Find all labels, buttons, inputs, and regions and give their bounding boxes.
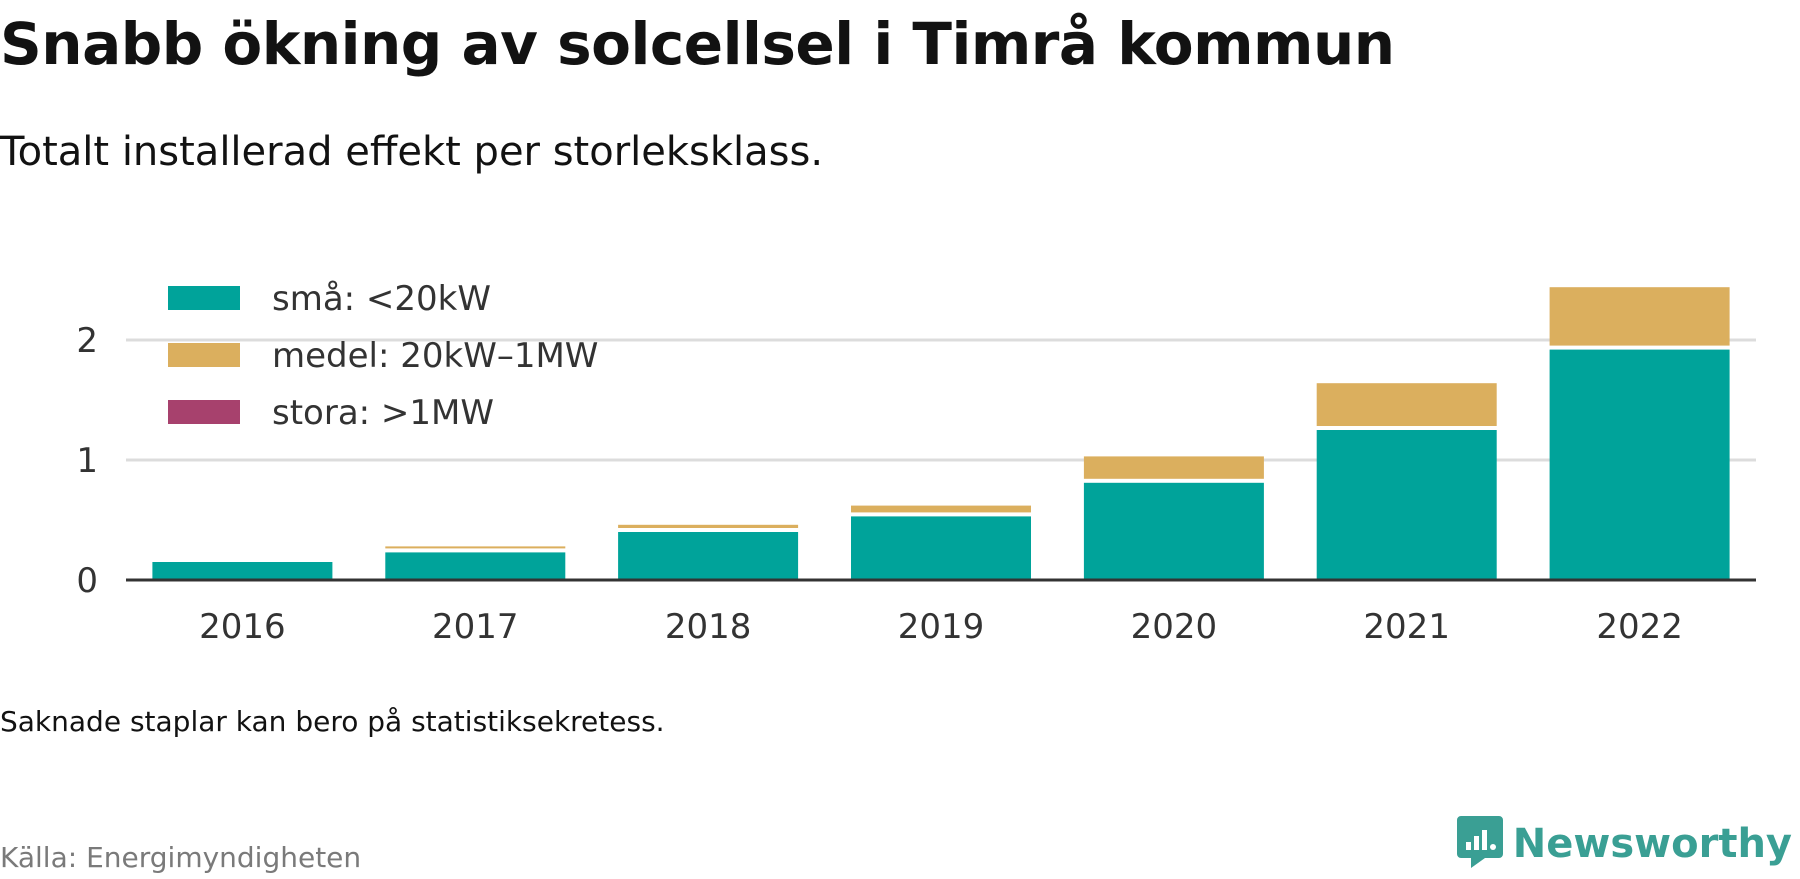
x-tick-label: 2020 — [1131, 607, 1218, 647]
legend-label: medel: 20kW–1MW — [272, 336, 598, 376]
brand-logo: Newsworthy — [1455, 816, 1792, 872]
legend-label: små: <20kW — [272, 279, 491, 319]
bar-2017-series-1 — [385, 546, 566, 549]
bar-2017-series-0 — [385, 552, 566, 580]
x-tick-label: 2019 — [898, 607, 985, 647]
legend-label: stora: >1MW — [272, 393, 494, 433]
bar-2020-series-0 — [1083, 482, 1264, 580]
x-tick-labels: 2016 2017 2018 2019 2020 2021 2022 — [199, 607, 1683, 647]
stacked-bar-chart: 0 1 2 2016 2017 2018 2019 2020 2021 2022 små: <2… — [76, 279, 1756, 647]
y-tick-labels: 0 1 2 — [76, 321, 98, 601]
chart-title: Snabb ökning av solcellsel i Timrå kommu… — [0, 10, 1395, 78]
footnote: Saknade staplar kan bero på statistiksek… — [0, 705, 665, 738]
x-tick-label: 2021 — [1363, 607, 1450, 647]
bar-2021-series-1 — [1316, 383, 1497, 426]
bar-2019-series-1 — [851, 505, 1031, 513]
y-tick-label: 2 — [76, 321, 98, 361]
chart-subtitle: Totalt installerad effekt per storlekskl… — [0, 129, 824, 175]
bar-2021-series-0 — [1316, 430, 1497, 580]
legend-swatch — [168, 286, 240, 310]
bar-2018-series-1 — [618, 524, 799, 528]
bar-2022-series-1 — [1549, 287, 1730, 346]
legend: små: <20kW medel: 20kW–1MW stora: >1MW — [168, 279, 598, 433]
newsworthy-logo-icon — [1455, 814, 1505, 874]
source-label: Källa: Energimyndigheten — [0, 841, 362, 874]
brand-name: Newsworthy — [1512, 821, 1792, 867]
x-tick-label: 2018 — [665, 607, 752, 647]
legend-swatch — [168, 343, 240, 367]
x-tick-label: 2022 — [1596, 607, 1683, 647]
legend-swatch — [168, 400, 240, 424]
y-tick-label: 1 — [76, 441, 98, 481]
bar-2019-series-0 — [851, 516, 1031, 580]
bar-2020-series-1 — [1083, 456, 1264, 479]
x-tick-label: 2016 — [199, 607, 286, 647]
x-tick-label: 2017 — [432, 607, 519, 647]
bar-2022-series-0 — [1549, 349, 1730, 580]
bar-2016-series-0 — [152, 562, 333, 580]
y-tick-label: 0 — [76, 561, 98, 601]
bar-2018-series-0 — [618, 532, 799, 580]
bars — [152, 287, 1730, 580]
